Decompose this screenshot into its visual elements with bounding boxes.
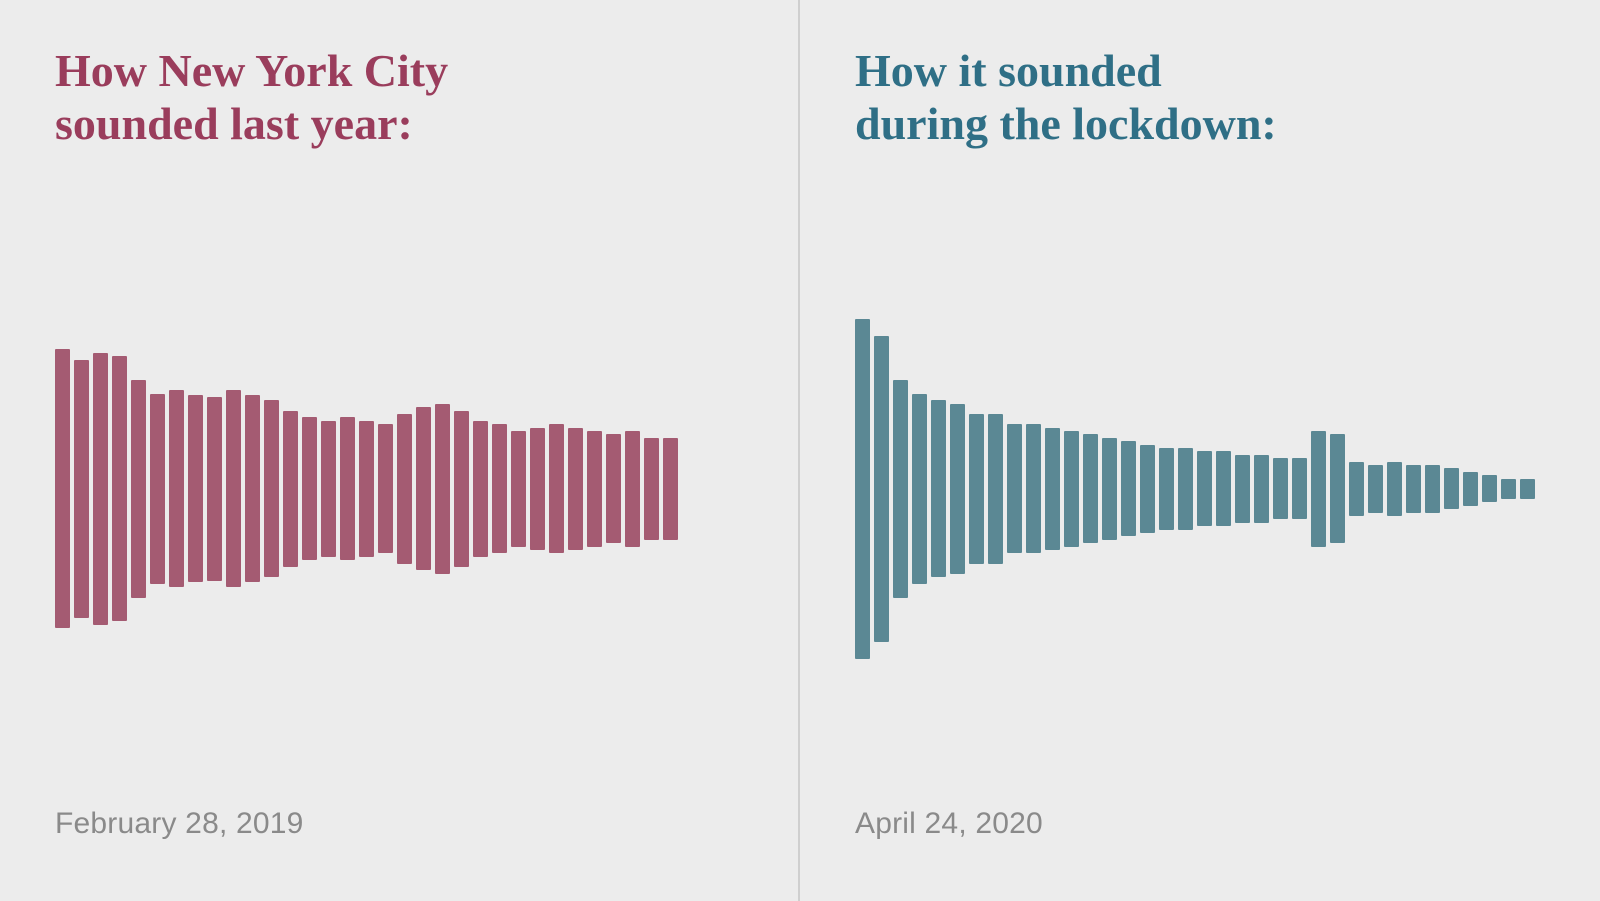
waveform-bar xyxy=(359,421,374,557)
waveform-bar xyxy=(1482,475,1497,502)
waveform-bar xyxy=(511,431,526,547)
panel-left-date: February 28, 2019 xyxy=(55,807,743,841)
waveform-bar xyxy=(1444,468,1459,509)
waveform-right-wrap xyxy=(855,171,1545,807)
waveform-bar xyxy=(188,395,203,582)
waveform-bar xyxy=(207,397,222,581)
waveform-bar xyxy=(435,404,450,574)
waveform-bar xyxy=(931,400,946,577)
waveform-bar xyxy=(1178,448,1193,530)
waveform-bar xyxy=(74,360,89,618)
waveform-left xyxy=(55,309,682,669)
panel-left-title: How New York City sounded last year: xyxy=(55,45,743,151)
waveform-bar xyxy=(1387,462,1402,516)
waveform-bar xyxy=(912,394,927,584)
waveform-bar xyxy=(492,424,507,553)
waveform-bar xyxy=(226,390,241,587)
waveform-bar xyxy=(169,390,184,587)
waveform-bar xyxy=(302,417,317,560)
waveform-bar xyxy=(264,400,279,577)
waveform-bar xyxy=(1292,458,1307,519)
waveform-bar xyxy=(1311,431,1326,547)
waveform-bar xyxy=(473,421,488,557)
waveform-bar xyxy=(587,431,602,547)
waveform-bar xyxy=(568,428,583,550)
waveform-left-wrap xyxy=(55,171,743,807)
waveform-bar xyxy=(1501,479,1516,499)
waveform-bar xyxy=(1121,441,1136,536)
waveform-bar xyxy=(150,394,165,584)
waveform-bar xyxy=(644,438,659,540)
waveform-bar xyxy=(1368,465,1383,513)
waveform-bar xyxy=(1406,465,1421,513)
waveform-bar xyxy=(112,356,127,621)
panel-right: How it sounded during the lockdown: Apri… xyxy=(800,0,1600,901)
waveform-bar xyxy=(93,353,108,625)
waveform-bar xyxy=(1083,434,1098,543)
waveform-bar xyxy=(988,414,1003,564)
waveform-bar xyxy=(1045,428,1060,550)
waveform-bar xyxy=(1235,455,1250,523)
waveform-bar xyxy=(1026,424,1041,553)
waveform-bar xyxy=(1425,465,1440,513)
waveform-bar xyxy=(321,421,336,557)
waveform-bar xyxy=(606,434,621,543)
waveform-bar xyxy=(855,319,870,659)
waveform-bar xyxy=(530,428,545,550)
waveform-bar xyxy=(1520,479,1535,499)
waveform-bar xyxy=(245,395,260,582)
waveform-bar xyxy=(1102,438,1117,540)
waveform-bar xyxy=(283,411,298,567)
waveform-bar xyxy=(874,336,889,642)
waveform-bar xyxy=(969,414,984,564)
title-line-1: How it sounded xyxy=(855,45,1162,96)
waveform-bar xyxy=(549,424,564,553)
waveform-bar xyxy=(1197,451,1212,526)
waveform-bar xyxy=(893,380,908,598)
waveform-bar xyxy=(340,417,355,560)
title-line-2: during the lockdown: xyxy=(855,98,1277,149)
waveform-bar xyxy=(1007,424,1022,553)
waveform-bar xyxy=(1216,451,1231,526)
waveform-bar xyxy=(1463,472,1478,506)
waveform-bar xyxy=(131,380,146,598)
waveform-bar xyxy=(1349,462,1364,516)
waveform-bar xyxy=(397,414,412,564)
waveform-right xyxy=(855,309,1539,669)
waveform-bar xyxy=(416,407,431,570)
waveform-bar xyxy=(1140,445,1155,533)
waveform-bar xyxy=(663,438,678,540)
waveform-bar xyxy=(1254,455,1269,523)
title-line-2: sounded last year: xyxy=(55,98,413,149)
panel-right-title: How it sounded during the lockdown: xyxy=(855,45,1545,151)
waveform-bar xyxy=(1273,458,1288,519)
panel-right-date: April 24, 2020 xyxy=(855,807,1545,841)
waveform-bar xyxy=(625,431,640,547)
waveform-bar xyxy=(55,349,70,628)
panel-left: How New York City sounded last year: Feb… xyxy=(0,0,800,901)
waveform-bar xyxy=(378,424,393,553)
waveform-bar xyxy=(950,404,965,574)
title-line-1: How New York City xyxy=(55,45,448,96)
waveform-bar xyxy=(1159,448,1174,530)
waveform-bar xyxy=(1330,434,1345,543)
waveform-bar xyxy=(1064,431,1079,547)
waveform-bar xyxy=(454,411,469,567)
